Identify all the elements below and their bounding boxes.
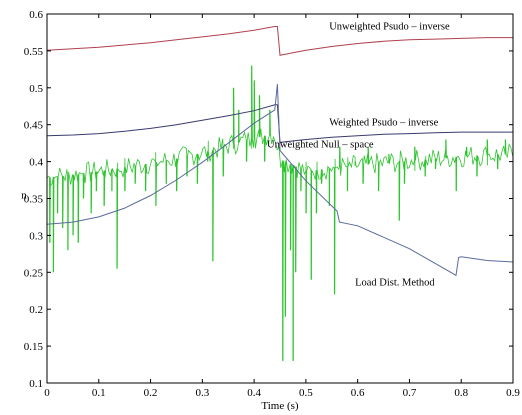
x-tick-label: 0.3 <box>195 387 209 399</box>
x-tick-label: 0.8 <box>454 387 468 399</box>
tick-layer: 0 0.1 0.2 0.3 0.4 0.5 0.6 0.7 0.8 0.90.10.150.20.… <box>24 9 521 399</box>
x-tick-label: 0.2 <box>144 387 158 399</box>
y-tick-label: 0.15 <box>24 341 44 353</box>
annotation-label: Weighted Psudo – inverse <box>329 117 438 128</box>
y-tick-label: 0.45 <box>24 120 44 132</box>
series-blue-line <box>46 84 514 277</box>
y-tick-label: 0.1 <box>29 378 43 390</box>
series-red-line <box>46 26 513 56</box>
series-layer <box>46 26 514 361</box>
x-tick-label: 0.4 <box>247 387 261 399</box>
series-dark-blue-line <box>46 104 513 143</box>
y-tick-label: 0.6 <box>29 9 43 21</box>
x-tick-label: 0.6 <box>351 387 365 399</box>
y-tick-label: 0.3 <box>29 230 43 242</box>
y-tick-label: 0.35 <box>24 194 44 206</box>
y-tick-label: 0.25 <box>24 267 44 279</box>
annotation-label: Unweighted Psudo – inverse <box>329 21 450 32</box>
y-axis-label: n <box>21 190 27 202</box>
x-tick-label: 0.1 <box>92 387 106 399</box>
annotation-label: Load Dist. Method <box>355 278 435 289</box>
x-tick-label: 0.5 <box>299 387 313 399</box>
y-tick-label: 0.5 <box>29 83 43 95</box>
y-tick-label: 0.2 <box>29 304 43 316</box>
y-tick-label: 0.55 <box>24 46 44 58</box>
x-axis-label: Time (s) <box>261 400 299 412</box>
x-tick-label: 0.7 <box>403 387 417 399</box>
y-tick-label: 0.4 <box>29 157 43 169</box>
x-tick-label: 0 <box>44 387 50 399</box>
annotation-layer: Unweighted Psudo – inverse Weighted Psudo… <box>267 21 450 288</box>
x-tick-label: 0.9 <box>506 387 520 399</box>
annotation-label: Unweighted Null – space <box>267 140 374 151</box>
